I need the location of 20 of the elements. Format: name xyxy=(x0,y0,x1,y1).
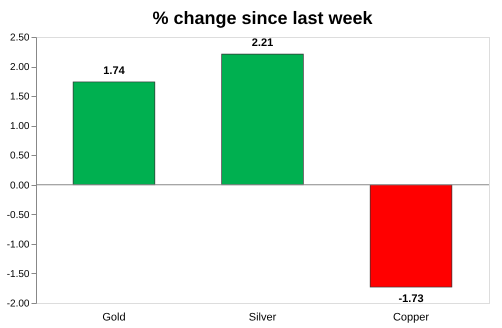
y-tick-label: 0.50 xyxy=(10,150,30,162)
chart-title: % change since last week xyxy=(152,8,374,28)
y-tick-label: 1.50 xyxy=(10,92,30,103)
y-tick-label: -1.50 xyxy=(6,268,30,280)
y-tick-label: 0.00 xyxy=(10,180,30,192)
x-tick-label: Silver xyxy=(248,312,277,324)
data-label: 1.74 xyxy=(103,64,126,77)
bar xyxy=(72,82,156,186)
y-tick-label: 2.50 xyxy=(10,32,30,44)
y-tick-label: 1.00 xyxy=(10,121,30,132)
bar xyxy=(221,54,304,186)
bar xyxy=(370,184,452,288)
y-tick-label: -0.50 xyxy=(6,210,30,221)
x-tick-label: Gold xyxy=(102,312,126,324)
data-label: 2.21 xyxy=(252,37,274,50)
x-tick-label: Copper xyxy=(392,312,430,324)
y-tick-label: -2.00 xyxy=(6,298,30,310)
y-tick-label: 2.00 xyxy=(10,62,30,74)
y-tick-label: -1.00 xyxy=(6,239,30,250)
data-label: -1.73 xyxy=(398,293,424,306)
